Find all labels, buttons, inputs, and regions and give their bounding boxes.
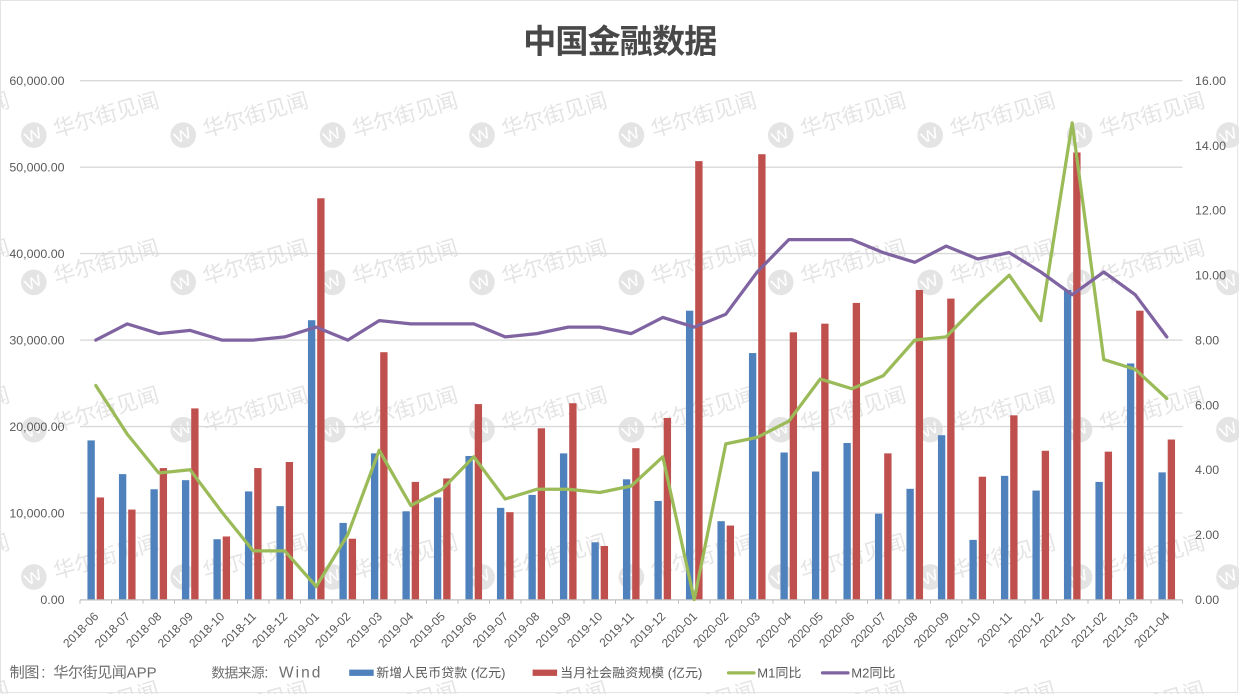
svg-text:4.00: 4.00 [1195, 463, 1219, 477]
svg-text:0.00: 0.00 [40, 593, 64, 607]
svg-text:2.00: 2.00 [1195, 528, 1219, 542]
svg-text:): ) [698, 665, 702, 680]
svg-text:6.00: 6.00 [1195, 398, 1219, 412]
svg-text:12.00: 12.00 [1195, 204, 1226, 218]
svg-text:): ) [501, 665, 505, 680]
svg-text:50,000.00: 50,000.00 [9, 161, 64, 175]
svg-text:16.00: 16.00 [1195, 74, 1226, 88]
svg-text:2020-10: 2020-10 [942, 609, 983, 650]
svg-text:2018-10: 2018-10 [186, 609, 227, 650]
svg-text:20,000.00: 20,000.00 [9, 420, 64, 434]
svg-text:M1: M1 [757, 665, 775, 680]
svg-text:(: ( [471, 665, 476, 680]
svg-text:(: ( [668, 665, 673, 680]
svg-text:10,000.00: 10,000.00 [9, 506, 64, 520]
svg-text:60,000.00: 60,000.00 [9, 74, 64, 88]
svg-text:2019-10: 2019-10 [564, 609, 605, 650]
svg-text:0.00: 0.00 [1195, 593, 1219, 607]
svg-text:14.00: 14.00 [1195, 139, 1226, 153]
svg-text:2021-04: 2021-04 [1131, 609, 1172, 650]
svg-text:8.00: 8.00 [1195, 333, 1219, 347]
svg-text::: : [41, 665, 45, 682]
svg-text::: : [264, 665, 268, 682]
svg-text:40,000.00: 40,000.00 [9, 247, 64, 261]
svg-text:M2: M2 [851, 665, 869, 680]
svg-text:10.00: 10.00 [1195, 269, 1226, 283]
svg-text:APP: APP [127, 665, 157, 682]
svg-text:30,000.00: 30,000.00 [9, 333, 64, 347]
